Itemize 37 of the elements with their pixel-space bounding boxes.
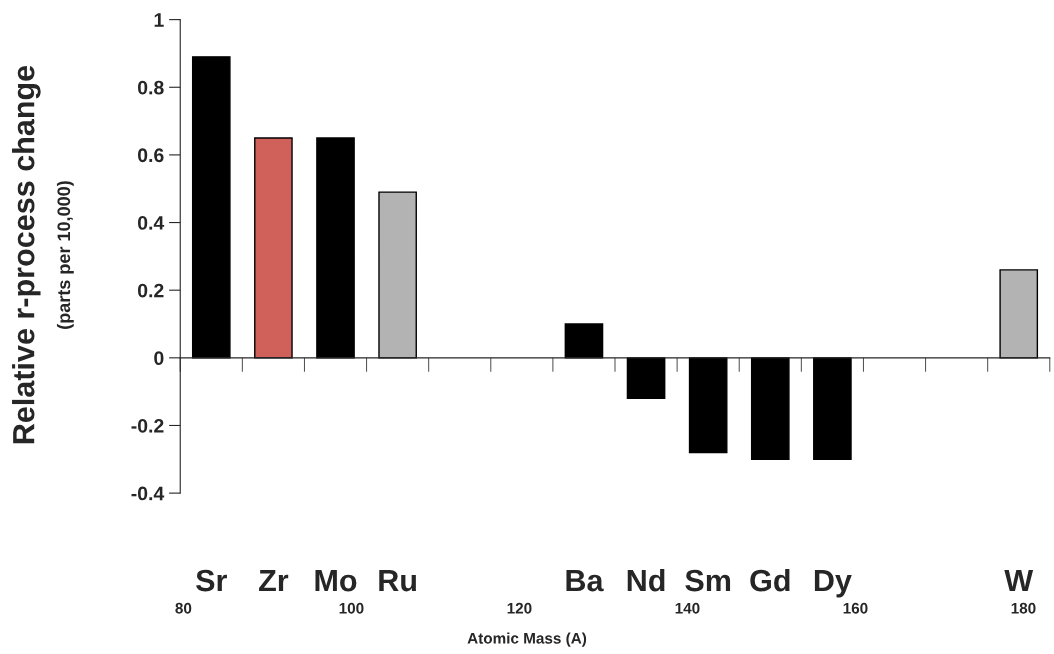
bar bbox=[999, 269, 1039, 359]
text: 180 bbox=[1011, 602, 1036, 614]
x-tick-label: Sr bbox=[196, 569, 227, 592]
bar bbox=[750, 357, 790, 460]
y-tick-label: 0.4 bbox=[138, 216, 165, 230]
text: 100 bbox=[339, 602, 364, 614]
x-tick-label: Nd bbox=[627, 568, 665, 592]
y-axis-title: Relative r-process change bbox=[12, 65, 41, 444]
bar bbox=[626, 357, 666, 400]
x-tick-label: Mo bbox=[315, 570, 357, 592]
y-tick-label: -0.4 bbox=[131, 486, 165, 501]
text: (parts per 10,000) bbox=[56, 181, 74, 329]
text: 80 bbox=[175, 602, 192, 614]
bar bbox=[191, 56, 231, 359]
bar bbox=[688, 357, 728, 454]
y-tick-label: 0.8 bbox=[138, 80, 164, 95]
y-tick-label: 0 bbox=[154, 351, 164, 366]
x-tick-label: Zr bbox=[259, 570, 289, 592]
x-tick-label: Dy bbox=[814, 570, 852, 598]
y-tick-label: -0.2 bbox=[131, 418, 164, 433]
y-tick-label: 0.6 bbox=[138, 148, 164, 163]
bar bbox=[316, 137, 355, 359]
bar bbox=[564, 323, 604, 359]
text: 140 bbox=[675, 602, 700, 614]
x-tick-label: W bbox=[1004, 570, 1034, 592]
y-tick-label: 0.2 bbox=[138, 283, 164, 298]
text: 120 bbox=[507, 602, 532, 614]
text: 160 bbox=[843, 602, 868, 614]
x-tick-label: Ba bbox=[566, 570, 604, 592]
x-tick-label: Ru bbox=[379, 570, 416, 592]
y-tick-label: 1 bbox=[154, 13, 164, 27]
bar bbox=[813, 357, 852, 460]
bar bbox=[378, 191, 417, 359]
x-tick-label: Sm bbox=[685, 569, 731, 592]
x-tick-label: Gd bbox=[750, 568, 790, 592]
bar bbox=[254, 137, 293, 359]
x-axis-title: Atomic Mass (A) bbox=[467, 632, 587, 647]
